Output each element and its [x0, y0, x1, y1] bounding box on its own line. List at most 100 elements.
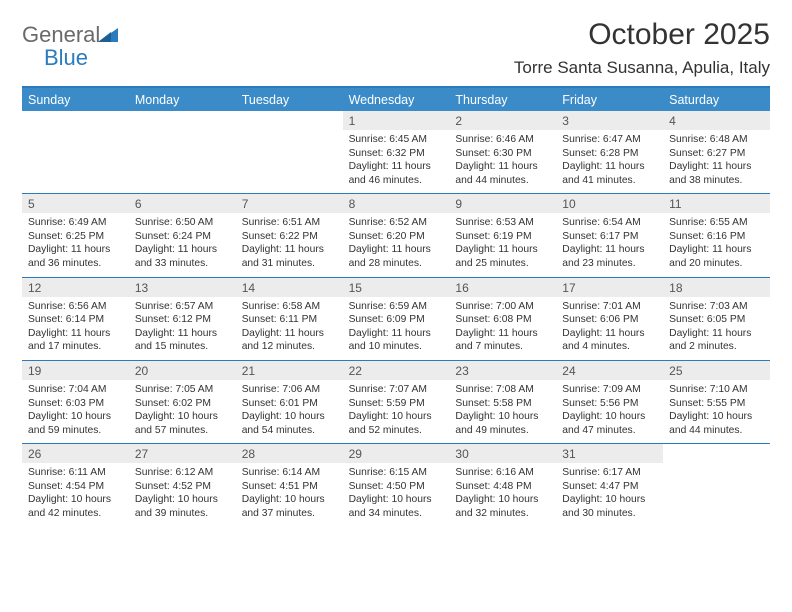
daylight-line: Daylight: 11 hours and 4 minutes. [562, 327, 657, 354]
sunset-line: Sunset: 6:16 PM [669, 230, 764, 244]
sunset-line: Sunset: 6:30 PM [455, 147, 550, 161]
day-content: Sunrise: 6:15 AMSunset: 4:50 PMDaylight:… [343, 463, 450, 526]
daylight-line: Daylight: 10 hours and 47 minutes. [562, 410, 657, 437]
sunrise-line: Sunrise: 6:48 AM [669, 133, 764, 147]
day-cell: 17Sunrise: 7:01 AMSunset: 6:06 PMDayligh… [556, 278, 663, 360]
day-number: 17 [556, 278, 663, 297]
sunset-line: Sunset: 6:14 PM [28, 313, 123, 327]
day-cell: 10Sunrise: 6:54 AMSunset: 6:17 PMDayligh… [556, 194, 663, 276]
day-content: Sunrise: 7:05 AMSunset: 6:02 PMDaylight:… [129, 380, 236, 443]
daylight-line: Daylight: 10 hours and 44 minutes. [669, 410, 764, 437]
day-cell: 24Sunrise: 7:09 AMSunset: 5:56 PMDayligh… [556, 361, 663, 443]
month-title: October 2025 [514, 18, 770, 52]
day-cell: 15Sunrise: 6:59 AMSunset: 6:09 PMDayligh… [343, 278, 450, 360]
day-cell: 25 Sunrise: 7:10 AMSunset: 5:55 PMDayligh… [663, 361, 770, 443]
day-number: 28 [236, 444, 343, 463]
week-row: 12Sunrise: 6:56 AMSunset: 6:14 PMDayligh… [22, 278, 770, 361]
day-content: Sunrise: 6:12 AMSunset: 4:52 PMDaylight:… [129, 463, 236, 526]
sunset-line: Sunset: 6:22 PM [242, 230, 337, 244]
sunrise-line: Sunrise: 7:03 AM [669, 300, 764, 314]
sunset-line: Sunset: 4:47 PM [562, 480, 657, 494]
daylight-line: Daylight: 10 hours and 39 minutes. [135, 493, 230, 520]
logo-word2: Blue [44, 45, 88, 70]
daylight-line: Daylight: 11 hours and 46 minutes. [349, 160, 444, 187]
day-content: Sunrise: 7:06 AMSunset: 6:01 PMDaylight:… [236, 380, 343, 443]
daylight-line: Daylight: 11 hours and 41 minutes. [562, 160, 657, 187]
day-number: 10 [556, 194, 663, 213]
sunset-line: Sunset: 6:25 PM [28, 230, 123, 244]
day-number [663, 444, 770, 462]
day-content: Sunrise: 6:14 AMSunset: 4:51 PMDaylight:… [236, 463, 343, 526]
daylight-line: Daylight: 10 hours and 30 minutes. [562, 493, 657, 520]
daylight-line: Daylight: 10 hours and 54 minutes. [242, 410, 337, 437]
day-cell: 22Sunrise: 7:07 AMSunset: 5:59 PMDayligh… [343, 361, 450, 443]
day-number: 30 [449, 444, 556, 463]
daylight-line: Daylight: 11 hours and 17 minutes. [28, 327, 123, 354]
sunset-line: Sunset: 4:52 PM [135, 480, 230, 494]
empty-cell [236, 111, 343, 193]
daylight-line: Daylight: 11 hours and 25 minutes. [455, 243, 550, 270]
sunrise-line: Sunrise: 6:58 AM [242, 300, 337, 314]
day-number: 23 [449, 361, 556, 380]
day-cell: 1Sunrise: 6:45 AMSunset: 6:32 PMDaylight… [343, 111, 450, 193]
sunset-line: Sunset: 5:55 PM [669, 397, 764, 411]
day-number: 29 [343, 444, 450, 463]
daylight-line: Daylight: 11 hours and 36 minutes. [28, 243, 123, 270]
day-content: Sunrise: 7:01 AMSunset: 6:06 PMDaylight:… [556, 297, 663, 360]
sunset-line: Sunset: 6:27 PM [669, 147, 764, 161]
sunrise-line: Sunrise: 6:12 AM [135, 466, 230, 480]
day-cell: 14Sunrise: 6:58 AMSunset: 6:11 PMDayligh… [236, 278, 343, 360]
day-cell: 3Sunrise: 6:47 AMSunset: 6:28 PMDaylight… [556, 111, 663, 193]
daylight-line: Daylight: 11 hours and 20 minutes. [669, 243, 764, 270]
empty-cell [22, 111, 129, 193]
day-number: 3 [556, 111, 663, 130]
day-cell: 28Sunrise: 6:14 AMSunset: 4:51 PMDayligh… [236, 444, 343, 526]
day-content: Sunrise: 6:54 AMSunset: 6:17 PMDaylight:… [556, 213, 663, 276]
day-cell: 26Sunrise: 6:11 AMSunset: 4:54 PMDayligh… [22, 444, 129, 526]
logo-triangle-icon [98, 28, 118, 47]
sunrise-line: Sunrise: 6:53 AM [455, 216, 550, 230]
day-content: Sunrise: 6:52 AMSunset: 6:20 PMDaylight:… [343, 213, 450, 276]
sunset-line: Sunset: 5:58 PM [455, 397, 550, 411]
day-cell: 4Sunrise: 6:48 AMSunset: 6:27 PMDaylight… [663, 111, 770, 193]
daylight-line: Daylight: 10 hours and 59 minutes. [28, 410, 123, 437]
logo-word1: General [22, 22, 100, 47]
dow-monday: Monday [129, 88, 236, 111]
daylight-line: Daylight: 10 hours and 57 minutes. [135, 410, 230, 437]
daylight-line: Daylight: 11 hours and 33 minutes. [135, 243, 230, 270]
day-number: 6 [129, 194, 236, 213]
sunrise-line: Sunrise: 6:14 AM [242, 466, 337, 480]
day-content: Sunrise: 6:58 AMSunset: 6:11 PMDaylight:… [236, 297, 343, 360]
day-content: Sunrise: 6:53 AMSunset: 6:19 PMDaylight:… [449, 213, 556, 276]
sunrise-line: Sunrise: 6:54 AM [562, 216, 657, 230]
day-number: 9 [449, 194, 556, 213]
day-content: Sunrise: 6:47 AMSunset: 6:28 PMDaylight:… [556, 130, 663, 193]
sunset-line: Sunset: 6:20 PM [349, 230, 444, 244]
sunrise-line: Sunrise: 7:00 AM [455, 300, 550, 314]
sunset-line: Sunset: 6:08 PM [455, 313, 550, 327]
day-content: Sunrise: 6:59 AMSunset: 6:09 PMDaylight:… [343, 297, 450, 360]
day-cell: 7Sunrise: 6:51 AMSunset: 6:22 PMDaylight… [236, 194, 343, 276]
daylight-line: Daylight: 11 hours and 23 minutes. [562, 243, 657, 270]
sunset-line: Sunset: 6:17 PM [562, 230, 657, 244]
dow-wednesday: Wednesday [343, 88, 450, 111]
dow-friday: Friday [556, 88, 663, 111]
sunrise-line: Sunrise: 6:50 AM [135, 216, 230, 230]
day-content [236, 129, 343, 187]
sunrise-line: Sunrise: 7:10 AM [669, 383, 764, 397]
day-cell: 16Sunrise: 7:00 AMSunset: 6:08 PMDayligh… [449, 278, 556, 360]
daylight-line: Daylight: 11 hours and 28 minutes. [349, 243, 444, 270]
day-number: 1 [343, 111, 450, 130]
day-content [129, 129, 236, 187]
sunrise-line: Sunrise: 6:11 AM [28, 466, 123, 480]
daylight-line: Daylight: 10 hours and 42 minutes. [28, 493, 123, 520]
sunrise-line: Sunrise: 6:16 AM [455, 466, 550, 480]
sunset-line: Sunset: 6:19 PM [455, 230, 550, 244]
daylight-line: Daylight: 11 hours and 44 minutes. [455, 160, 550, 187]
day-content: Sunrise: 6:57 AMSunset: 6:12 PMDaylight:… [129, 297, 236, 360]
daylight-line: Daylight: 10 hours and 37 minutes. [242, 493, 337, 520]
day-content: Sunrise: 7:08 AMSunset: 5:58 PMDaylight:… [449, 380, 556, 443]
week-row: 1Sunrise: 6:45 AMSunset: 6:32 PMDaylight… [22, 111, 770, 194]
day-number: 25 [663, 361, 770, 380]
day-cell: 21Sunrise: 7:06 AMSunset: 6:01 PMDayligh… [236, 361, 343, 443]
